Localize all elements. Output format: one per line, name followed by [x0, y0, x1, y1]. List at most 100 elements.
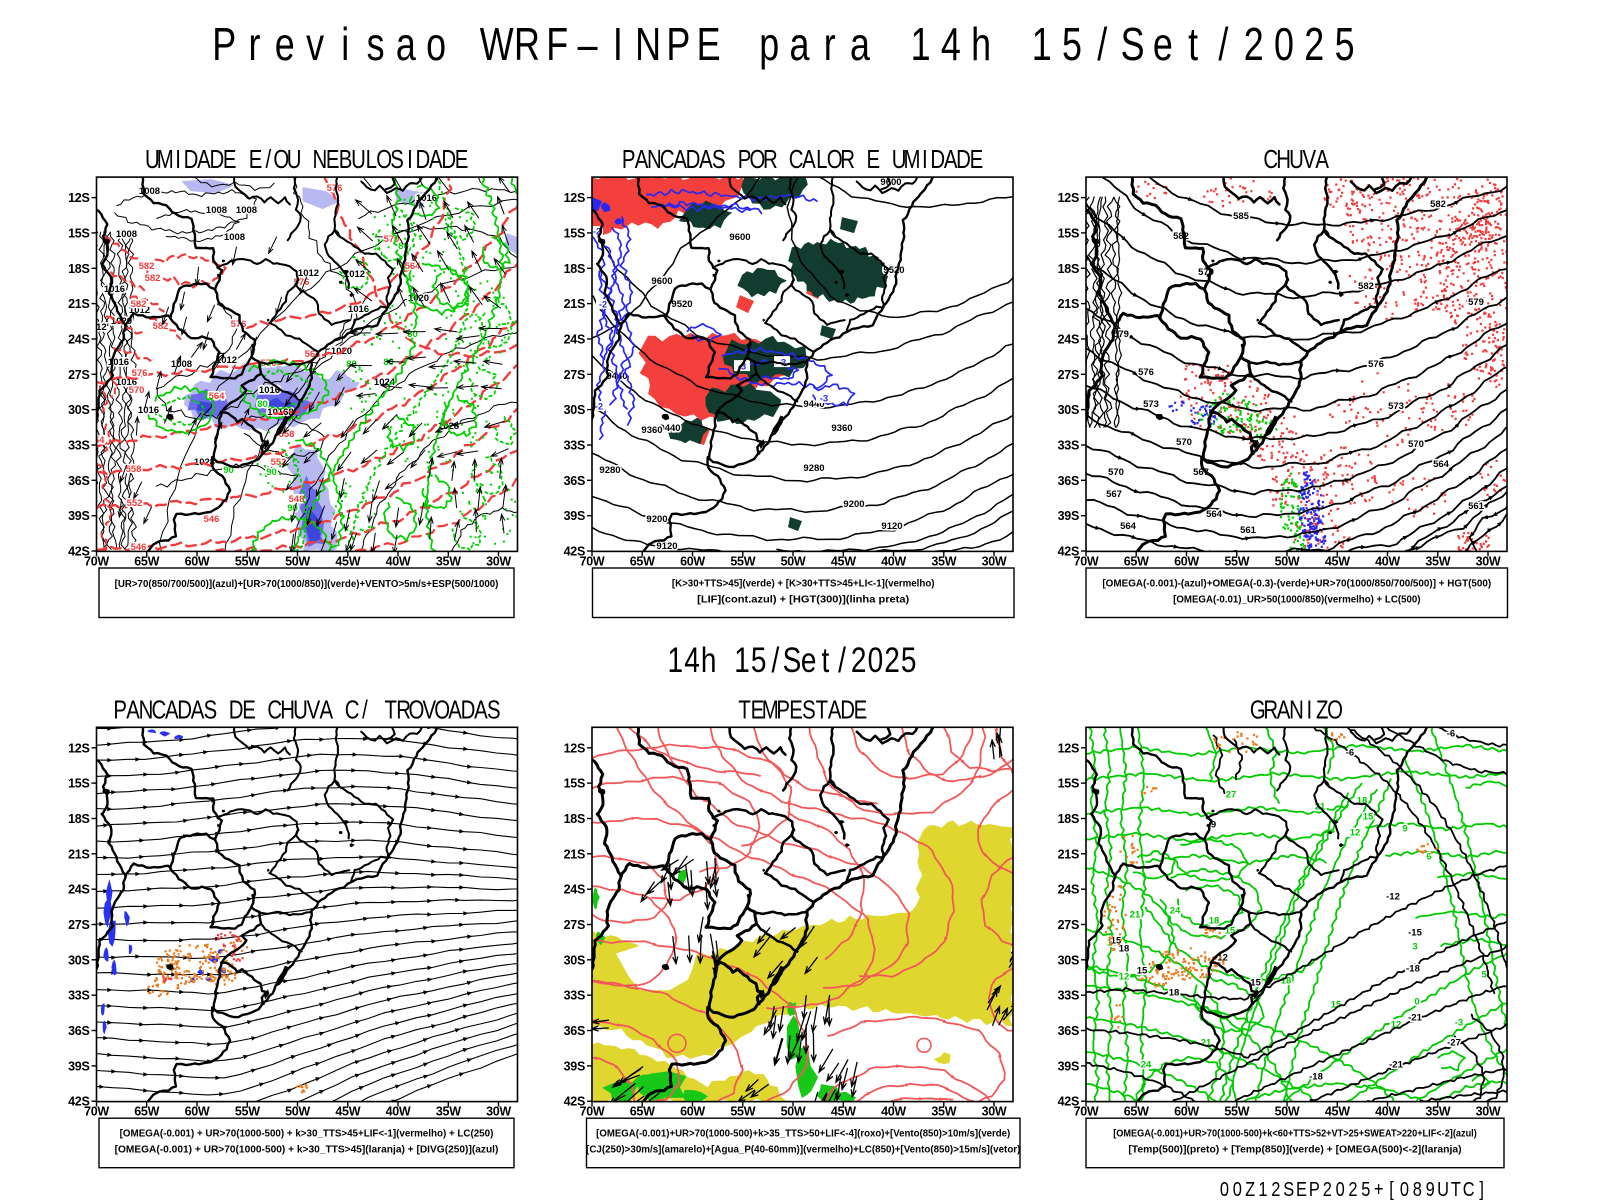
svg-text:561: 561	[1240, 525, 1257, 536]
svg-text:582: 582	[145, 273, 161, 284]
svg-text:567: 567	[1106, 489, 1122, 500]
svg-text:65W: 65W	[134, 554, 159, 568]
svg-text:21S: 21S	[68, 847, 89, 861]
svg-text:570: 570	[1108, 467, 1124, 478]
svg-text:27S: 27S	[1058, 368, 1079, 382]
svg-text:15: 15	[1107, 937, 1118, 948]
svg-text:30S: 30S	[1058, 953, 1079, 967]
svg-text:18: 18	[1169, 987, 1180, 998]
svg-text:39S: 39S	[564, 509, 585, 523]
svg-text:42S: 42S	[68, 545, 89, 559]
svg-text:15S: 15S	[68, 226, 89, 240]
svg-text:40W: 40W	[386, 554, 411, 568]
svg-text:50W: 50W	[1275, 554, 1300, 568]
svg-text:1008: 1008	[139, 186, 160, 197]
svg-text:PANCADAS DE CHUVA C/ TROVOADAS: PANCADAS DE CHUVA C/ TROVOADAS	[113, 695, 500, 724]
svg-text:42S: 42S	[1058, 545, 1079, 559]
svg-text:1012: 1012	[344, 269, 365, 280]
svg-text:80: 80	[407, 329, 418, 340]
svg-text:552: 552	[127, 498, 143, 509]
svg-text:60W: 60W	[1174, 1105, 1199, 1119]
svg-text:21S: 21S	[1058, 297, 1079, 311]
svg-text:579: 579	[1113, 329, 1129, 340]
svg-text:-3: -3	[820, 394, 828, 405]
svg-text:[OMEGA(-0.001)+UR>70(1000-500): [OMEGA(-0.001)+UR>70(1000-500)+k>35_TTS>…	[596, 1128, 1010, 1140]
svg-text:39S: 39S	[1058, 509, 1079, 523]
svg-text:TEMPESTADE: TEMPESTADE	[738, 695, 867, 724]
svg-text:30S: 30S	[564, 953, 585, 967]
svg-text:582: 582	[1430, 199, 1446, 210]
svg-text:36S: 36S	[68, 474, 89, 488]
svg-text:30S: 30S	[1058, 403, 1079, 417]
svg-text:24S: 24S	[1058, 883, 1079, 897]
svg-text:50W: 50W	[781, 1105, 806, 1119]
svg-text:70W: 70W	[580, 1105, 605, 1119]
svg-text:39S: 39S	[68, 509, 89, 523]
svg-text:80: 80	[257, 399, 268, 410]
svg-text:9520: 9520	[671, 299, 692, 310]
svg-text:1008: 1008	[236, 205, 257, 216]
svg-text:1008: 1008	[171, 359, 192, 370]
svg-text:9200: 9200	[646, 514, 667, 525]
svg-text:24S: 24S	[564, 333, 585, 347]
svg-text:546: 546	[204, 514, 220, 525]
svg-text:582: 582	[153, 321, 169, 332]
svg-text:70W: 70W	[1074, 1105, 1099, 1119]
svg-text:45W: 45W	[831, 554, 856, 568]
svg-text:[OMEGA(-0.001)-(azul)+OMEGA(-0: [OMEGA(-0.001)-(azul)+OMEGA(-0.3)-(verde…	[1102, 577, 1491, 589]
svg-text:27S: 27S	[564, 368, 585, 382]
svg-text:570: 570	[1176, 437, 1192, 448]
svg-text:9600: 9600	[651, 276, 672, 287]
svg-text:30W: 30W	[982, 554, 1007, 568]
svg-text:564: 564	[1206, 509, 1223, 520]
svg-text:55W: 55W	[1224, 554, 1249, 568]
svg-text:1008: 1008	[224, 232, 245, 243]
svg-text:585: 585	[1233, 211, 1250, 222]
svg-text:[OMEGA(-0.001)+UR>70(1000-500): [OMEGA(-0.001)+UR>70(1000-500)+k<60+TTS>…	[1113, 1128, 1477, 1140]
svg-text:30S: 30S	[68, 953, 89, 967]
svg-text:546: 546	[131, 542, 147, 553]
svg-text:00Z12SEP2025+[089UTC]: 00Z12SEP2025+[089UTC]	[1220, 1177, 1484, 1200]
svg-text:-6: -6	[1346, 747, 1354, 758]
svg-text:15: 15	[1137, 965, 1148, 976]
svg-text:0: 0	[1414, 996, 1419, 1007]
svg-text:30W: 30W	[1476, 554, 1501, 568]
svg-text:50W: 50W	[781, 554, 806, 568]
svg-text:24S: 24S	[564, 883, 585, 897]
svg-text:36S: 36S	[1058, 1024, 1079, 1038]
svg-text:45W: 45W	[831, 1105, 856, 1119]
svg-text:-9: -9	[1208, 819, 1216, 830]
svg-text:30W: 30W	[1476, 1105, 1501, 1119]
svg-text:27: 27	[1226, 789, 1237, 800]
svg-text:9280: 9280	[803, 463, 824, 474]
svg-text:9600: 9600	[880, 177, 901, 188]
svg-text:9200: 9200	[843, 499, 864, 510]
svg-text:576: 576	[1368, 359, 1384, 370]
svg-text:40W: 40W	[1375, 554, 1400, 568]
svg-text:35W: 35W	[436, 1105, 461, 1119]
svg-text:50W: 50W	[285, 1105, 310, 1119]
svg-text:24S: 24S	[68, 333, 89, 347]
svg-text:-21: -21	[1408, 1012, 1422, 1023]
svg-text:18S: 18S	[68, 262, 89, 276]
svg-text:70W: 70W	[84, 1105, 109, 1119]
svg-text:1008: 1008	[116, 229, 137, 240]
svg-text:576: 576	[327, 183, 343, 194]
svg-text:14h 15/Set/2025: 14h 15/Set/2025	[667, 640, 916, 680]
svg-text:35W: 35W	[436, 554, 461, 568]
svg-text:27S: 27S	[68, 368, 89, 382]
svg-text:35W: 35W	[931, 1105, 956, 1119]
svg-text:18: 18	[1119, 943, 1130, 954]
svg-text:60W: 60W	[680, 554, 705, 568]
svg-text:582: 582	[139, 261, 155, 272]
svg-text:9360: 9360	[831, 423, 852, 434]
svg-text:548: 548	[289, 494, 305, 505]
svg-text:65W: 65W	[630, 554, 655, 568]
svg-text:65W: 65W	[1124, 554, 1149, 568]
svg-text:561: 561	[1468, 501, 1485, 512]
svg-text:-6: -6	[1447, 728, 1455, 739]
svg-text:60W: 60W	[1174, 554, 1199, 568]
svg-text:[OMEGA(-0.01)_UR>50(1000/850)(: [OMEGA(-0.01)_UR>50(1000/850)(vermelho) …	[1173, 593, 1420, 605]
svg-text:9440: 9440	[606, 371, 627, 382]
svg-text:70W: 70W	[580, 554, 605, 568]
